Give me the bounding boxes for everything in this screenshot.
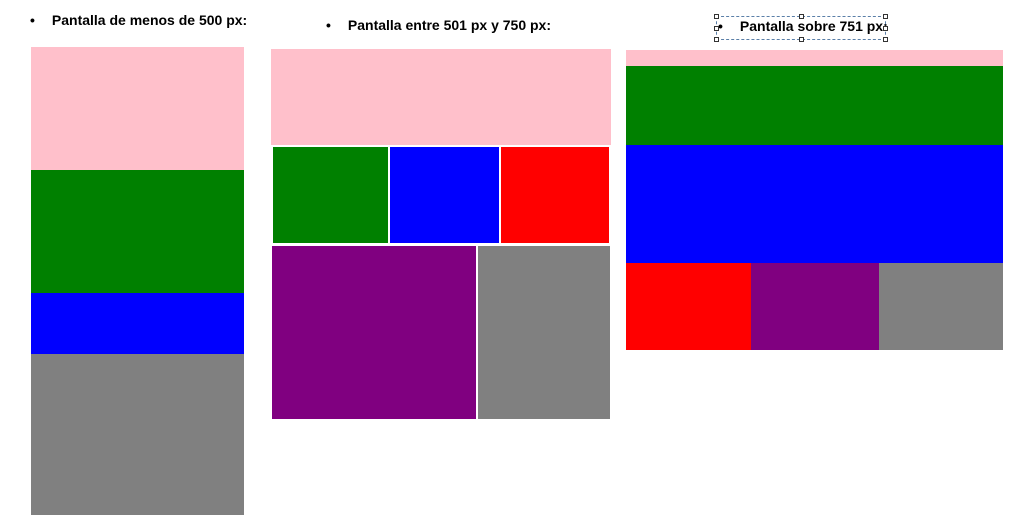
resize-handle-top-left[interactable] [714, 14, 719, 19]
block-gray [31, 354, 244, 515]
resize-handle-middle-right[interactable] [883, 26, 888, 31]
resize-handle-middle-left[interactable] [714, 26, 719, 31]
block-gray [478, 246, 610, 419]
block-pink [31, 47, 244, 170]
resize-handle-top-right[interactable] [883, 14, 888, 19]
heading-text: Pantalla entre 501 px y 750 px: [347, 17, 552, 33]
resize-handle-bottom-left[interactable] [714, 37, 719, 42]
block-blue [626, 145, 1003, 263]
heading-medium-screen: • Pantalla entre 501 px y 750 px: [326, 17, 551, 33]
block-red [501, 147, 609, 243]
block-purple [272, 246, 476, 419]
bullet-icon: • [718, 18, 723, 34]
block-pink [271, 49, 611, 145]
block-green [273, 147, 388, 243]
heading-large-screen[interactable]: • Pantalla sobre 751 px: [718, 18, 888, 34]
block-pink [626, 50, 1003, 66]
block-green [626, 66, 1003, 145]
bullet-icon: • [326, 17, 331, 33]
block-green [31, 170, 244, 293]
resize-handle-bottom-right[interactable] [883, 37, 888, 42]
heading-small-screen: • Pantalla de menos de 500 px: [30, 12, 247, 28]
block-blue [31, 293, 244, 354]
block-purple [751, 263, 879, 350]
bullet-icon: • [30, 12, 35, 28]
text-selection-box[interactable] [714, 14, 888, 42]
resize-handle-bottom-center[interactable] [799, 37, 804, 42]
block-blue [390, 147, 499, 243]
resize-handle-top-center[interactable] [799, 14, 804, 19]
block-red [626, 263, 751, 350]
block-gray [879, 263, 1003, 350]
heading-text: Pantalla de menos de 500 px: [51, 12, 248, 28]
heading-text: Pantalla sobre 751 px: [739, 18, 888, 34]
